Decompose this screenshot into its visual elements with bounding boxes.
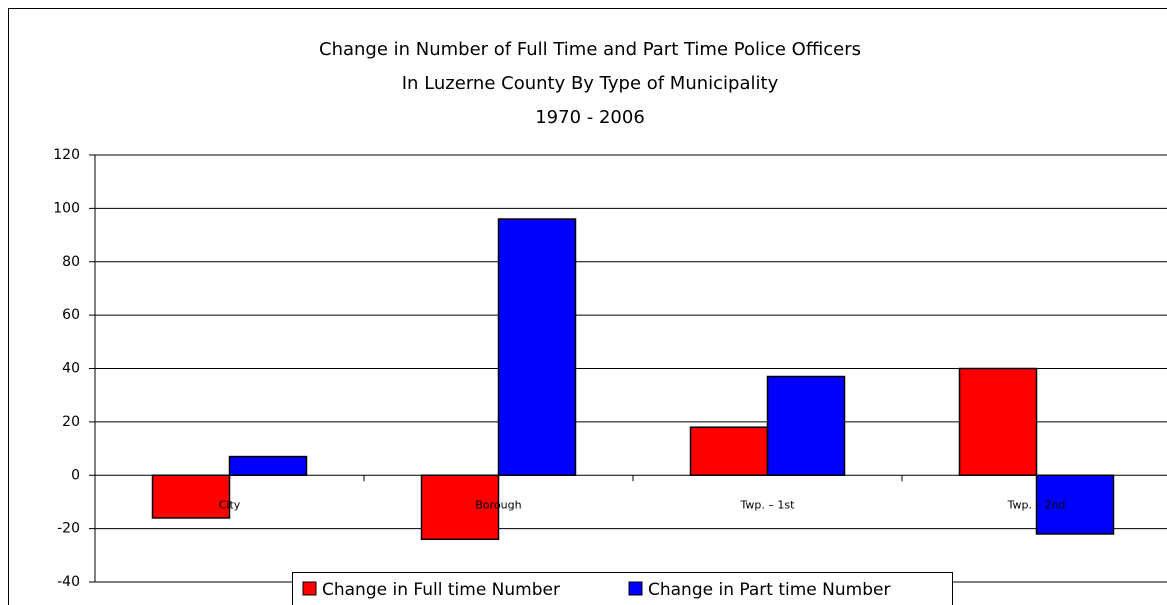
y-tick-label: -40 [57, 574, 80, 590]
bar [420, 474, 500, 541]
y-tick-label: 40 [62, 361, 80, 377]
y-tick-label: 100 [53, 200, 80, 216]
legend-swatch [628, 581, 643, 596]
bar [958, 367, 1038, 476]
x-tick-label: Twp. – 1st [740, 498, 796, 511]
x-tick-label: City [219, 498, 241, 511]
legend-swatch [302, 581, 317, 596]
bar [151, 474, 231, 519]
y-tick-label: 80 [62, 254, 80, 270]
x-tick-label: Borough [475, 498, 521, 511]
y-tick-label: -20 [57, 521, 80, 537]
bar [497, 218, 577, 477]
y-tick-label: 120 [53, 147, 80, 163]
chart-title: Change in Number of Full Time and Part T… [319, 39, 861, 60]
y-tick-label: 0 [71, 467, 80, 483]
y-tick-label: 60 [62, 307, 80, 323]
legend-label: Change in Full time Number [322, 580, 560, 600]
bar [1035, 474, 1115, 535]
x-tick-label: Twp. – 2nd [1007, 498, 1066, 511]
bar [766, 375, 846, 477]
chart-title: 1970 - 2006 [535, 107, 645, 128]
chart-title: In Luzerne County By Type of Municipalit… [402, 73, 779, 94]
bar [228, 455, 308, 477]
y-tick-label: 20 [62, 414, 80, 430]
legend [292, 572, 953, 605]
bar [689, 426, 769, 476]
legend-label: Change in Part time Number [648, 580, 890, 600]
